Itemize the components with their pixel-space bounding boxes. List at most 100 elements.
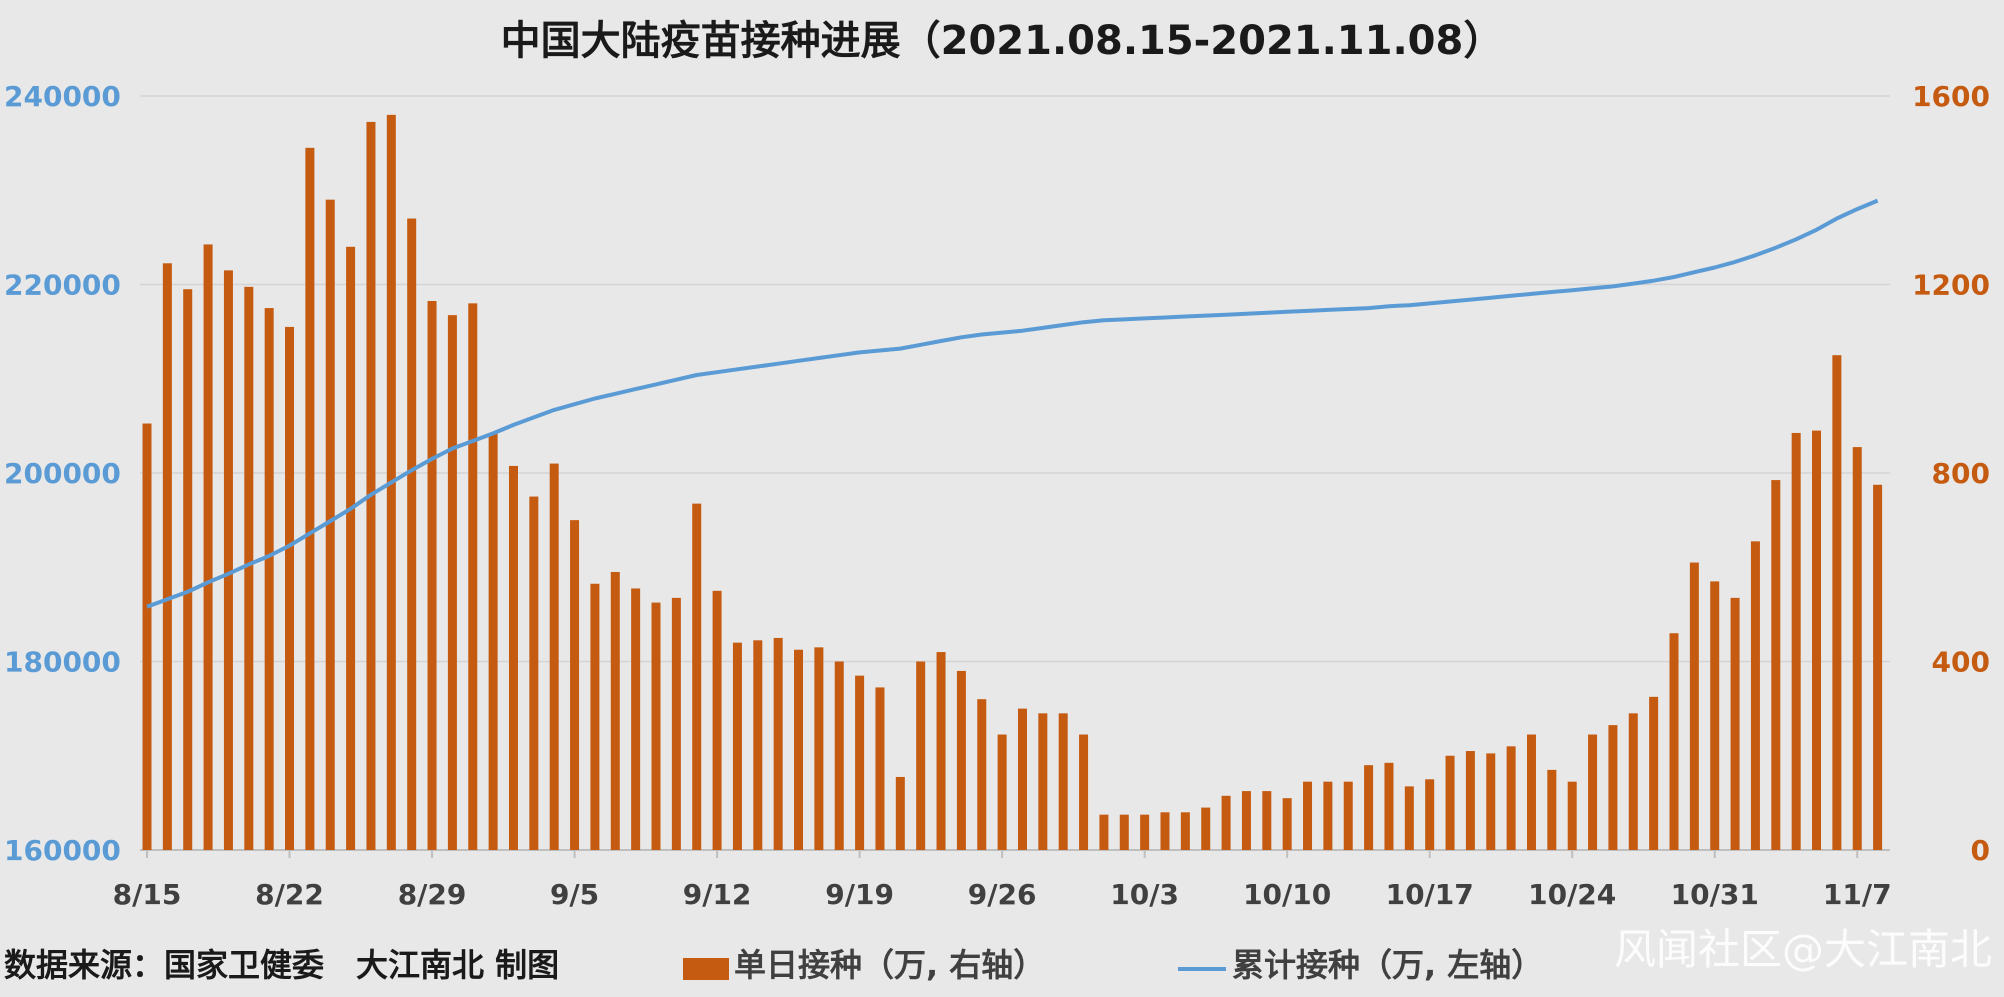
daily-bar bbox=[1099, 814, 1109, 850]
daily-bar bbox=[346, 246, 356, 851]
daily-bar bbox=[1750, 541, 1760, 850]
y-left-tick-label: 200000 bbox=[4, 457, 121, 490]
daily-bar bbox=[1323, 781, 1333, 850]
legend-bar-swatch bbox=[683, 958, 729, 980]
daily-bar bbox=[855, 675, 865, 850]
daily-bar bbox=[1689, 562, 1699, 850]
daily-bar bbox=[1425, 779, 1435, 850]
daily-bar bbox=[142, 423, 152, 850]
x-tick-label: 9/12 bbox=[683, 878, 752, 911]
daily-bar bbox=[712, 590, 722, 850]
daily-bar bbox=[1791, 432, 1801, 850]
x-tick-label: 8/15 bbox=[113, 878, 182, 911]
y-right-tick-label: 0 bbox=[1971, 834, 1990, 867]
daily-bar bbox=[916, 661, 926, 850]
x-tick-label: 8/22 bbox=[255, 878, 324, 911]
daily-bar bbox=[1812, 430, 1822, 850]
daily-bar bbox=[1404, 786, 1414, 850]
daily-bar bbox=[1262, 791, 1272, 850]
daily-bar bbox=[692, 503, 702, 850]
legend-bar-label: 单日接种（万, 右轴） bbox=[734, 946, 1045, 984]
daily-bar bbox=[508, 465, 518, 850]
daily-bar bbox=[977, 699, 987, 850]
daily-bar bbox=[1017, 708, 1027, 850]
daily-bar bbox=[1058, 713, 1068, 850]
daily-bar bbox=[895, 776, 905, 850]
daily-bar bbox=[1567, 781, 1577, 850]
y-right-tick-label: 1200 bbox=[1912, 269, 1990, 302]
daily-bar bbox=[1486, 753, 1496, 850]
daily-bar bbox=[1506, 746, 1516, 850]
x-tick-label: 10/17 bbox=[1386, 878, 1474, 911]
daily-bar bbox=[1282, 798, 1292, 850]
daily-bar bbox=[1628, 713, 1638, 850]
y-left-tick-label: 180000 bbox=[4, 646, 121, 679]
daily-bar bbox=[1445, 755, 1455, 850]
daily-bar bbox=[1873, 484, 1883, 850]
daily-bar bbox=[468, 303, 478, 851]
daily-bar bbox=[264, 308, 274, 850]
daily-bar bbox=[570, 520, 580, 850]
x-tick-label: 10/10 bbox=[1243, 878, 1331, 911]
daily-bar bbox=[1852, 447, 1862, 850]
chart-title: 中国大陆疫苗接种进展（2021.08.15-2021.11.08） bbox=[501, 18, 1504, 64]
daily-bar bbox=[1465, 751, 1475, 850]
y-right-tick-label: 1600 bbox=[1912, 80, 1990, 113]
daily-bar bbox=[1140, 814, 1150, 850]
daily-bar bbox=[1303, 781, 1313, 850]
daily-bar bbox=[447, 315, 457, 851]
x-tick-label: 8/29 bbox=[398, 878, 467, 911]
daily-bar bbox=[1079, 734, 1089, 850]
daily-bar bbox=[610, 571, 620, 850]
daily-bar bbox=[671, 597, 681, 850]
daily-bar bbox=[1771, 480, 1781, 850]
y-left-tick-label: 220000 bbox=[4, 269, 121, 302]
daily-bar bbox=[753, 640, 763, 850]
daily-bar bbox=[549, 463, 559, 850]
x-tick-label: 10/3 bbox=[1110, 878, 1179, 911]
daily-bar bbox=[162, 263, 172, 850]
daily-bar bbox=[407, 218, 417, 850]
daily-bar bbox=[1588, 734, 1598, 850]
daily-bar bbox=[814, 647, 824, 850]
daily-bar bbox=[1710, 581, 1720, 850]
daily-bar bbox=[1343, 781, 1353, 850]
watermark: 风闻社区@大江南北 bbox=[1614, 925, 1992, 974]
daily-bar bbox=[794, 649, 804, 850]
daily-bar bbox=[1119, 814, 1129, 850]
daily-bar bbox=[325, 199, 335, 851]
x-tick-label: 9/19 bbox=[825, 878, 894, 911]
daily-bar bbox=[834, 661, 844, 850]
daily-bar bbox=[936, 652, 946, 850]
y-left-tick-label: 160000 bbox=[4, 834, 121, 867]
cumulative-line bbox=[146, 198, 1879, 609]
data-source-note: 数据来源：国家卫健委 大江南北 制图 bbox=[4, 946, 559, 984]
daily-bar bbox=[1608, 725, 1618, 850]
daily-bar bbox=[1547, 769, 1557, 850]
axes: 160000 180000 200000 220000 240000 0 400 800 120… bbox=[4, 80, 1990, 911]
daily-bar bbox=[1730, 597, 1740, 850]
daily-bar bbox=[875, 687, 885, 850]
x-tick-label: 10/31 bbox=[1671, 878, 1759, 911]
daily-bar bbox=[1364, 765, 1374, 850]
gridlines bbox=[140, 95, 1890, 851]
daily-bar bbox=[366, 121, 376, 850]
x-tick-label: 9/26 bbox=[968, 878, 1037, 911]
daily-bar bbox=[203, 244, 213, 851]
daily-bar bbox=[651, 602, 661, 850]
daily-bar bbox=[1180, 812, 1190, 850]
daily-bar bbox=[1241, 791, 1251, 850]
legend-line-label: 累计接种（万, 左轴） bbox=[1232, 946, 1543, 984]
daily-bar bbox=[956, 670, 966, 850]
x-tick-label: 10/24 bbox=[1528, 878, 1616, 911]
daily-bar bbox=[1649, 696, 1659, 850]
daily-bar bbox=[732, 642, 742, 850]
daily-bar bbox=[1384, 762, 1394, 850]
daily-bar bbox=[1832, 355, 1842, 850]
daily-bar bbox=[631, 588, 641, 850]
daily-bar bbox=[1526, 734, 1536, 850]
daily-bar bbox=[223, 270, 233, 850]
daily-bar bbox=[488, 432, 498, 850]
